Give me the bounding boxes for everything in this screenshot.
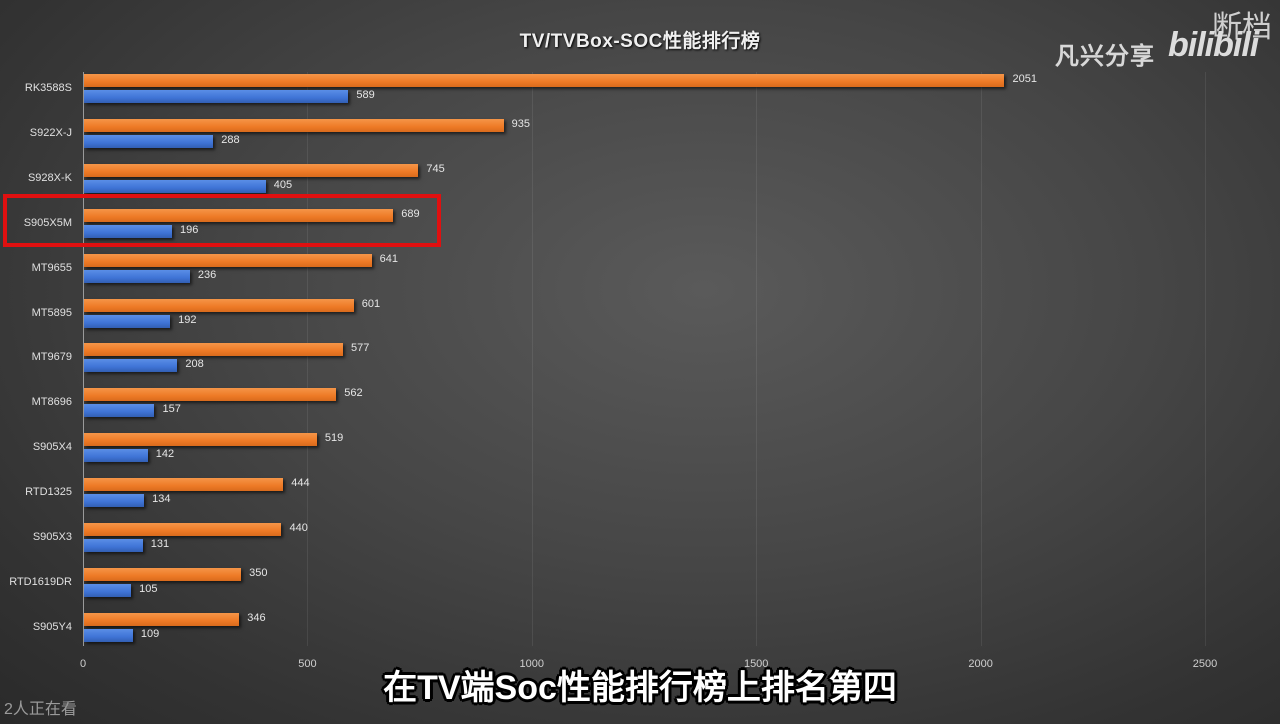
data-label: 641 [379, 252, 399, 265]
category-label: RK3588S [24, 82, 72, 94]
bar-blue [84, 179, 266, 193]
category-label: MT5895 [31, 306, 72, 319]
bar-orange [84, 253, 372, 267]
bar-blue [84, 224, 172, 238]
x-tick-label: 1000 [519, 658, 545, 670]
viewer-count: 2人正在看 [4, 701, 77, 718]
bar-blue [84, 583, 132, 597]
chart-title: TV/TVBox-SOC性能排行榜 [519, 31, 761, 52]
data-label: 192 [178, 313, 197, 326]
bar-blue [84, 134, 214, 148]
data-label: 444 [291, 477, 310, 490]
data-label: 208 [185, 358, 204, 371]
data-label: 288 [221, 133, 240, 146]
category-label: RTD1619DR [9, 575, 72, 588]
bar-orange [84, 118, 504, 132]
bar-blue [84, 494, 145, 508]
data-label: 350 [249, 566, 268, 579]
data-label: 196 [179, 223, 199, 236]
x-tick-label: 1500 [743, 658, 769, 670]
category-label: S905Y4 [32, 620, 72, 633]
channel-name: 凡兴分享 [1055, 43, 1155, 70]
category-label: S905X4 [32, 441, 72, 454]
data-label: 562 [344, 387, 363, 400]
bar-orange [84, 567, 242, 581]
category-label: S922X-J [29, 126, 72, 139]
category-label: MT9655 [31, 261, 72, 274]
gridline [980, 72, 982, 646]
x-tick-label: 2500 [1192, 658, 1218, 670]
x-tick-label: 500 [298, 658, 317, 670]
bilibili-logo-icon: bilibili [1168, 26, 1259, 64]
gridline [1205, 72, 1206, 646]
bar-blue [84, 90, 349, 103]
bar-orange [84, 298, 354, 312]
bar-blue [84, 628, 133, 642]
bar-blue [84, 404, 155, 418]
category-label: MT9679 [31, 351, 72, 364]
x-tick-label: 2000 [968, 658, 993, 670]
watermark-text: 断档 [1212, 11, 1272, 44]
category-label: S928X-K [27, 171, 72, 184]
bar-blue [84, 269, 190, 283]
data-label: 109 [140, 627, 160, 640]
bar-orange [84, 343, 343, 357]
data-label: 935 [511, 117, 530, 130]
bar-orange [84, 163, 419, 177]
data-label: 134 [152, 493, 171, 506]
category-label: S905X3 [32, 531, 72, 543]
data-label: 157 [162, 403, 181, 416]
bar-orange [84, 433, 317, 447]
bar-orange [84, 74, 1005, 87]
data-label: 2051 [1012, 73, 1037, 85]
data-label: 589 [356, 89, 375, 101]
bar-orange [84, 208, 394, 222]
bar-blue [84, 359, 178, 373]
gridline [531, 72, 533, 646]
bar-blue [84, 449, 148, 463]
y-axis-line [83, 72, 84, 646]
data-label: 405 [273, 178, 293, 191]
bar-orange [84, 612, 240, 626]
data-label: 346 [247, 611, 266, 624]
highlight-box [3, 194, 441, 247]
bar-orange [84, 523, 282, 536]
category-label: S905X5M [23, 216, 72, 229]
data-label: 519 [324, 432, 344, 445]
bar-blue [84, 539, 143, 552]
data-label: 577 [350, 342, 370, 355]
video-subtitle: 在TV端Soc性能排行榜上排名第四 [383, 669, 897, 707]
data-label: 440 [289, 522, 308, 534]
gridline [756, 72, 758, 646]
category-label: MT8696 [31, 396, 72, 409]
category-label: RTD1325 [25, 486, 72, 499]
data-label: 142 [155, 448, 175, 461]
data-label: 105 [139, 582, 158, 595]
gridline [307, 72, 309, 646]
x-tick-label: 0 [79, 658, 87, 670]
bar-orange [84, 478, 284, 492]
data-label: 689 [401, 207, 420, 220]
data-label: 131 [150, 538, 170, 550]
data-label: 745 [426, 162, 445, 175]
bar-blue [84, 314, 171, 328]
bar-orange [84, 388, 337, 402]
data-label: 601 [361, 297, 381, 310]
data-label: 236 [197, 268, 217, 281]
